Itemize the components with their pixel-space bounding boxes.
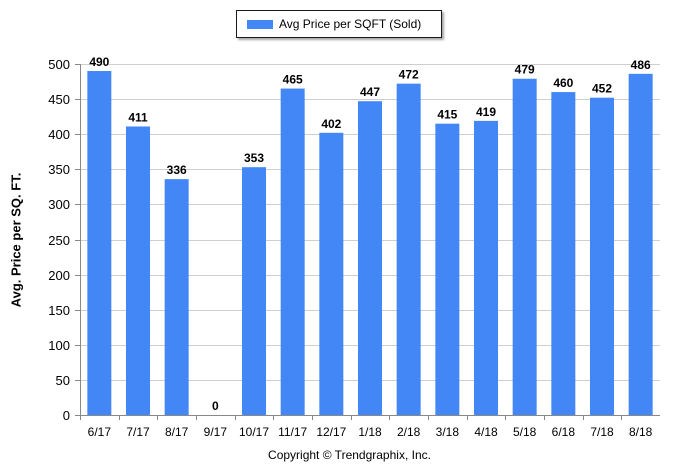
x-tick-label: 1/18 xyxy=(358,425,382,439)
x-tick-label: 3/18 xyxy=(436,425,460,439)
data-label: 486 xyxy=(631,58,651,72)
x-tick-label: 8/17 xyxy=(165,425,189,439)
data-label: 415 xyxy=(437,108,457,122)
legend-label: Avg Price per SQFT (Sold) xyxy=(279,17,422,31)
data-label: 0 xyxy=(212,399,219,413)
y-tick-label: 150 xyxy=(48,303,70,318)
y-tick-label: 250 xyxy=(48,233,70,248)
legend: Avg Price per SQFT (Sold) xyxy=(236,10,442,38)
y-tick-label: 300 xyxy=(48,197,70,212)
bar xyxy=(319,132,344,415)
x-tick-label: 7/18 xyxy=(590,425,614,439)
data-label: 353 xyxy=(244,151,264,165)
x-tick-label: 5/18 xyxy=(513,425,537,439)
bar xyxy=(435,123,460,416)
bar xyxy=(164,179,189,415)
x-tick-label: 9/17 xyxy=(204,425,228,439)
data-label: 411 xyxy=(128,110,148,124)
bar xyxy=(474,120,498,415)
legend-swatch xyxy=(247,20,273,29)
data-label: 490 xyxy=(89,55,109,69)
data-label: 472 xyxy=(399,68,419,82)
data-label: 402 xyxy=(321,117,341,131)
x-tick-label: 6/17 xyxy=(88,425,112,439)
bar xyxy=(512,78,537,415)
bar xyxy=(87,71,112,416)
x-tick-label: 7/17 xyxy=(126,425,150,439)
y-tick-label: 0 xyxy=(63,408,70,423)
data-label: 465 xyxy=(283,73,303,87)
x-tick-label: 6/18 xyxy=(552,425,576,439)
y-tick-label: 200 xyxy=(48,268,70,283)
copyright-text: Copyright © Trendgraphix, Inc. xyxy=(268,448,431,462)
y-tick-label: 500 xyxy=(48,57,70,72)
data-label: 447 xyxy=(360,85,380,99)
y-tick-label: 350 xyxy=(48,162,70,177)
x-tick-label: 2/18 xyxy=(397,425,421,439)
bar xyxy=(126,126,150,415)
x-tick-label: 10/17 xyxy=(239,425,269,439)
y-tick-label: 100 xyxy=(48,338,70,353)
bar xyxy=(590,97,614,416)
bar xyxy=(242,167,266,415)
x-tick-label: 8/18 xyxy=(629,425,653,439)
y-tick-label: 50 xyxy=(56,373,70,388)
data-label: 419 xyxy=(476,105,496,119)
bar xyxy=(628,73,653,415)
data-label: 336 xyxy=(167,163,187,177)
x-tick-label: 4/18 xyxy=(474,425,498,439)
data-label: 479 xyxy=(515,63,535,77)
y-tick-label: 450 xyxy=(48,92,70,107)
bar xyxy=(358,101,382,416)
bar xyxy=(280,88,305,415)
bar xyxy=(551,92,576,415)
x-tick-label: 12/17 xyxy=(316,425,346,439)
data-label: 452 xyxy=(592,82,612,96)
x-tick-label: 11/17 xyxy=(278,425,307,439)
data-label: 460 xyxy=(553,76,573,90)
y-tick-label: 400 xyxy=(48,127,70,142)
bar xyxy=(396,83,421,415)
